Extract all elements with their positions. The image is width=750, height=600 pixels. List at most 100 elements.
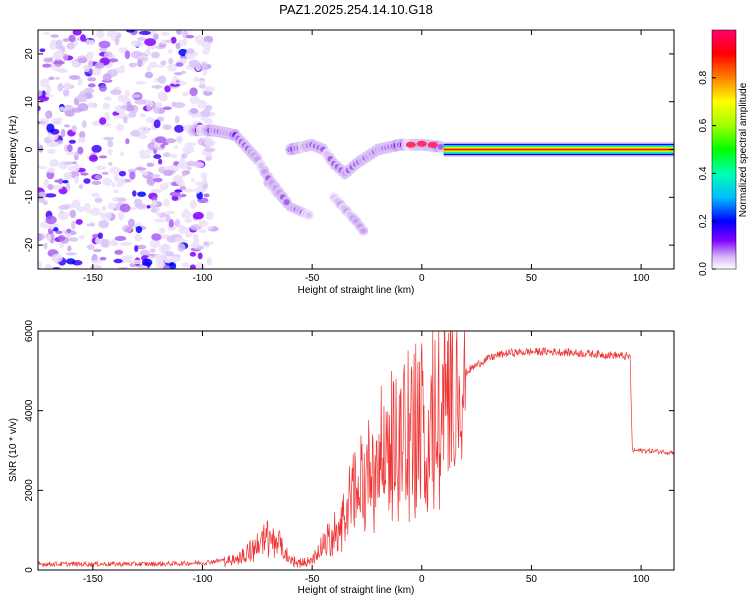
noise-blob [64,110,75,117]
spectrogram-xtick-label: 50 [526,273,538,284]
noise-blob [114,36,120,46]
noise-blob [168,49,173,55]
noise-blob [101,205,107,211]
colorbar-gradient [711,29,737,270]
chart-title: PAZ1.2025.254.14.10.G18 [279,2,433,17]
noise-blob [71,60,80,68]
noise-blob [134,233,143,242]
noise-blob [47,148,56,155]
noise-blob [83,64,90,73]
noise-blob [55,45,64,50]
noise-blob [85,39,91,46]
noise-blob [178,226,190,235]
noise-blob [174,219,181,227]
noise-blob [68,165,76,172]
noise-blob [209,241,214,245]
noise-blob [124,89,130,98]
spectrogram-marks [38,30,674,269]
noise-blob [77,77,83,86]
noise-blob [115,123,124,132]
noise-blob [179,157,186,167]
noise-blob [83,87,95,94]
noise-blob [57,211,70,221]
noise-blob [162,169,174,177]
noise-blob [58,106,66,112]
noise-blob [108,161,113,166]
noise-blob [94,197,103,203]
noise-blob [46,85,52,93]
noise-blob [183,208,189,214]
noise-blob [68,34,76,43]
noise-blob [139,112,146,118]
noise-blob [65,182,71,191]
noise-blob [189,95,201,105]
noise-blob [98,219,110,229]
noise-blob [203,90,213,96]
noise-blob [169,255,181,262]
noise-blob [192,211,205,220]
noise-blob [199,79,205,86]
noise-blob [161,31,170,36]
noise-blob [98,84,107,92]
noise-blob [98,155,108,159]
noise-blob [62,89,70,97]
noise-blob [190,224,202,231]
noise-blob [85,209,98,214]
noise-blob [117,177,126,186]
noise-blob [186,48,195,55]
noise-blob [113,258,123,264]
noise-blob [184,218,193,223]
noise-blob [154,77,160,83]
noise-blob [175,135,183,144]
noise-blob [146,162,155,167]
noise-blob [141,258,153,267]
noise-blob [117,94,124,102]
noise-blob [65,252,77,256]
carrier-band [443,148,674,151]
colorbar-label: Normalized spectral amplitude [738,82,749,217]
colorbar-tick-label: 0.4 [698,166,709,180]
noise-blob [45,215,57,225]
noise-blob [68,75,81,80]
noise-blob [50,34,59,38]
spectrogram-ytick-label: 10 [24,96,35,108]
noise-blob [44,193,57,198]
noise-blob [163,106,172,111]
noise-blob [154,218,167,223]
snr-series-line [38,331,674,568]
noise-blob [154,136,167,144]
noise-blob [83,202,91,211]
noise-blob [114,249,124,255]
noise-blob [47,167,56,174]
noise-blob [63,82,72,90]
snr-xtick-label: 0 [419,574,425,585]
noise-blob [150,207,157,213]
noise-blob [43,242,48,250]
noise-blob [124,227,132,233]
noise-blob [51,253,63,263]
noise-blob [78,184,84,190]
noise-blob [134,81,147,85]
noise-blob [201,62,208,71]
noise-blob [62,38,70,42]
snr-xtick-label: 50 [526,574,538,585]
noise-blob [103,51,113,59]
noise-blob [160,252,168,261]
colorbar-tick-label: 0.8 [698,70,709,84]
snr-xlabel: Height of straight line (km) [298,585,415,596]
noise-blob [134,203,146,209]
spectrogram-ylabel: Frequency (Hz) [8,116,19,185]
noise-blob [182,37,188,46]
noise-blob [169,83,181,87]
noise-blob [202,178,208,185]
noise-blob [78,131,86,139]
noise-blob [165,214,171,223]
noise-blob [171,101,178,108]
noise-blob [105,211,112,220]
noise-blob [139,249,150,257]
noise-blob [69,209,77,219]
noise-blob [42,63,52,68]
noise-blob [66,42,75,50]
noise-blob [153,141,162,149]
